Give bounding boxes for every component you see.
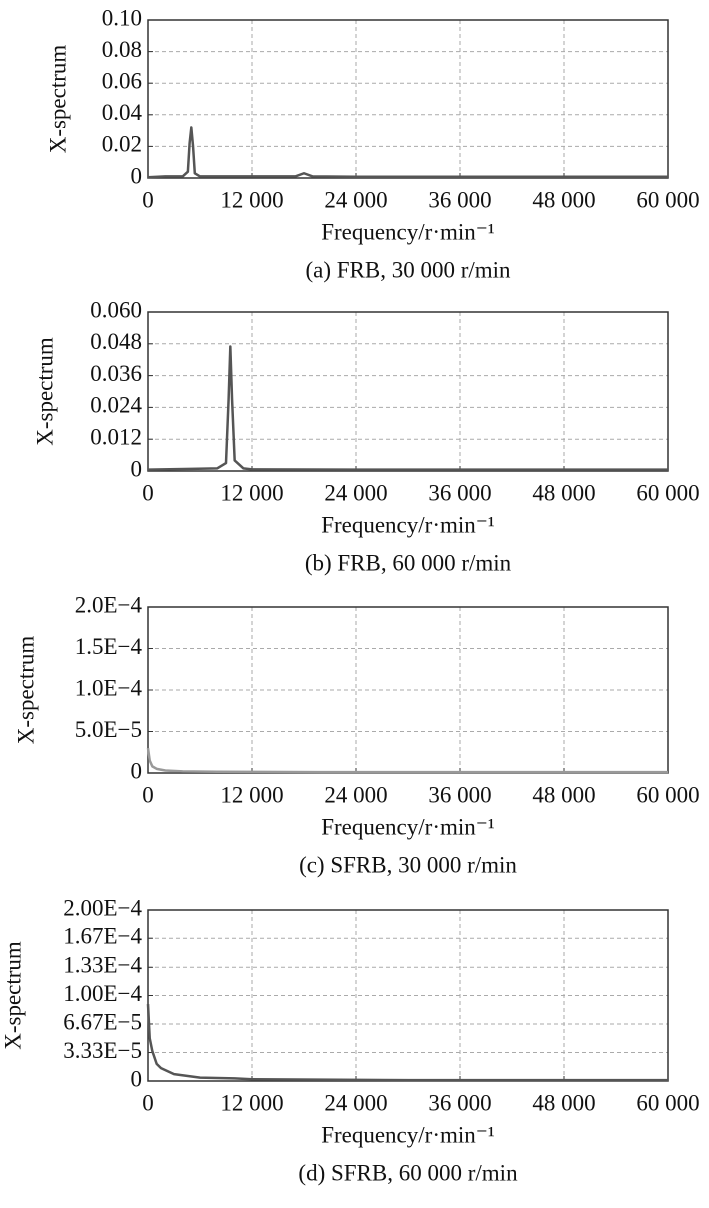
y-tick-label: 1.5E−4 <box>75 634 143 659</box>
x-tick-label: 12 000 <box>220 187 283 212</box>
y-tick-label: 2.00E−4 <box>63 895 142 920</box>
x-tick-label: 12 000 <box>220 782 283 807</box>
y-tick-label: 0.04 <box>102 100 143 125</box>
y-tick-label: 0.048 <box>90 329 142 354</box>
y-tick-label: 5.0E−5 <box>75 717 142 742</box>
x-tick-label: 60 000 <box>636 782 699 807</box>
x-tick-label: 0 <box>142 480 154 505</box>
y-tick-label: 6.67E−5 <box>63 1009 142 1034</box>
y-tick-label: 1.67E−4 <box>63 923 142 948</box>
y-tick-label: 0.08 <box>102 37 142 62</box>
y-tick-label: 2.0E−4 <box>75 592 143 617</box>
y-tick-label: 0.036 <box>90 361 142 386</box>
y-tick-label: 0.02 <box>102 132 142 157</box>
y-tick-label: 1.33E−4 <box>63 953 142 978</box>
x-tick-label: 36 000 <box>428 782 491 807</box>
y-tick-label: 0 <box>131 456 143 481</box>
x-tick-label: 36 000 <box>428 480 491 505</box>
x-tick-label: 0 <box>142 1090 154 1115</box>
spectrum-line <box>147 345 668 471</box>
y-tick-label: 1.00E−4 <box>63 981 142 1006</box>
plot-frame <box>147 19 669 179</box>
y-axis-label: X-spectrum <box>32 337 57 446</box>
y-tick-label: 0.10 <box>102 5 142 30</box>
y-tick-label: 1.0E−4 <box>75 675 143 700</box>
caption: (d) SFRB, 60 000 r/min <box>298 1160 518 1185</box>
caption: (a) FRB, 30 000 r/min <box>305 257 511 282</box>
x-tick-label: 24 000 <box>324 782 387 807</box>
y-tick-label: 3.33E−5 <box>63 1038 142 1063</box>
x-tick-label: 60 000 <box>636 1090 699 1115</box>
plot-frame <box>147 311 669 472</box>
x-axis-label: Frequency/r·min⁻¹ <box>321 512 495 537</box>
spectrum-line <box>146 747 668 774</box>
x-tick-label: 48 000 <box>532 187 595 212</box>
caption: (c) SFRB, 30 000 r/min <box>299 852 517 877</box>
spectrum-line <box>146 1003 668 1082</box>
y-tick-label: 0.060 <box>90 297 142 322</box>
x-axis-label: Frequency/r·min⁻¹ <box>321 1122 495 1147</box>
spectrum-line <box>147 126 668 179</box>
x-tick-label: 60 000 <box>636 480 699 505</box>
y-tick-label: 0 <box>131 1066 143 1091</box>
x-tick-label: 24 000 <box>324 480 387 505</box>
x-tick-label: 48 000 <box>532 782 595 807</box>
y-axis-label: X-spectrum <box>13 636 38 745</box>
x-tick-label: 48 000 <box>532 480 595 505</box>
y-tick-label: 0 <box>131 758 143 783</box>
caption: (b) FRB, 60 000 r/min <box>305 550 512 575</box>
y-tick-label: 0.06 <box>102 68 142 93</box>
y-tick-label: 0 <box>131 163 143 188</box>
y-tick-label: 0.024 <box>90 393 142 418</box>
x-tick-label: 60 000 <box>636 187 699 212</box>
y-axis-label: X-spectrum <box>0 941 25 1050</box>
x-tick-label: 0 <box>142 187 154 212</box>
x-tick-label: 36 000 <box>428 1090 491 1115</box>
x-axis-label: Frequency/r·min⁻¹ <box>321 814 495 839</box>
x-tick-label: 24 000 <box>324 1090 387 1115</box>
x-tick-label: 12 000 <box>220 480 283 505</box>
x-tick-label: 48 000 <box>532 1090 595 1115</box>
y-tick-label: 0.012 <box>90 424 142 449</box>
y-axis-label: X-spectrum <box>45 45 70 154</box>
x-tick-label: 36 000 <box>428 187 491 212</box>
x-tick-label: 12 000 <box>220 1090 283 1115</box>
x-axis-label: Frequency/r·min⁻¹ <box>321 219 495 244</box>
x-tick-label: 24 000 <box>324 187 387 212</box>
x-tick-label: 0 <box>142 782 154 807</box>
